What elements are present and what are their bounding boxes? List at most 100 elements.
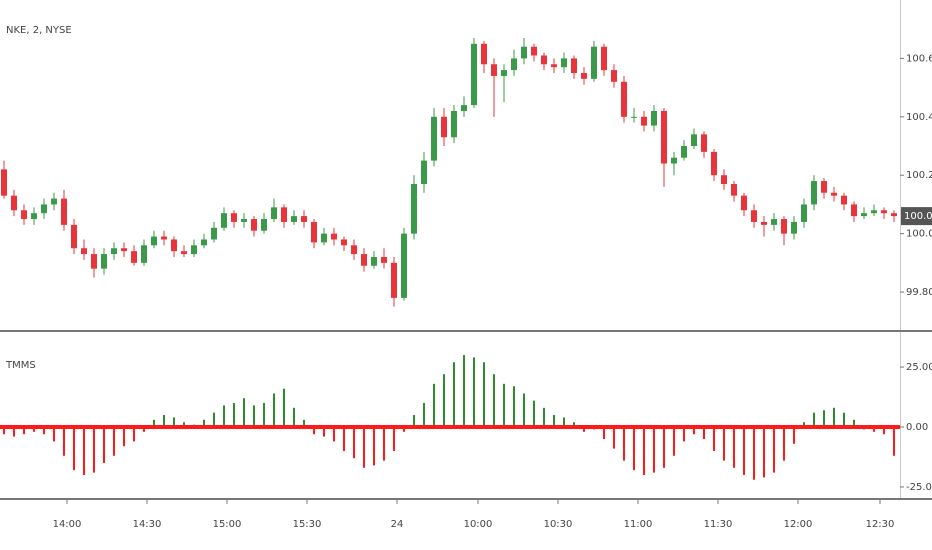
histogram-bar bbox=[573, 422, 575, 428]
candle-body bbox=[131, 251, 137, 263]
candle-body bbox=[761, 221, 767, 225]
candle-body bbox=[631, 116, 637, 118]
candle-body bbox=[841, 195, 847, 205]
x-tick-label: 14:00 bbox=[53, 519, 82, 530]
candle-body bbox=[611, 70, 617, 82]
histogram-bar bbox=[413, 415, 415, 428]
candle-body bbox=[1, 169, 7, 196]
candle-body bbox=[411, 183, 417, 234]
candle-body bbox=[781, 219, 787, 234]
histogram-bar bbox=[83, 427, 85, 475]
candle-body bbox=[601, 46, 607, 71]
candle-body bbox=[321, 233, 327, 243]
candle-body bbox=[441, 116, 447, 138]
candle-body bbox=[431, 116, 437, 161]
histogram-bar bbox=[153, 419, 155, 428]
histogram-bar bbox=[373, 427, 375, 466]
histogram-bar bbox=[183, 422, 185, 428]
histogram-bar bbox=[93, 427, 95, 473]
histogram-bar bbox=[223, 405, 225, 428]
histogram-bar bbox=[113, 427, 115, 456]
histogram-bar bbox=[123, 427, 125, 447]
x-tick-label: 10:00 bbox=[464, 519, 493, 530]
candle-body bbox=[111, 248, 117, 255]
histogram-bar bbox=[233, 403, 235, 428]
histogram-bar bbox=[553, 415, 555, 428]
histogram-bar bbox=[383, 427, 385, 461]
histogram-bar bbox=[783, 427, 785, 461]
y-tick-label: -25.00 bbox=[906, 482, 932, 493]
candle-body bbox=[351, 245, 357, 255]
histogram-bar bbox=[283, 388, 285, 428]
candle-body bbox=[281, 207, 287, 222]
histogram-bar bbox=[533, 400, 535, 428]
histogram-bar bbox=[643, 427, 645, 475]
histogram-bar bbox=[823, 410, 825, 428]
histogram-bar bbox=[423, 403, 425, 428]
histogram-bar bbox=[793, 427, 795, 444]
histogram-bar bbox=[23, 427, 25, 435]
candle-body bbox=[271, 207, 277, 220]
x-tick-label: 11:30 bbox=[704, 519, 733, 530]
x-tick-label: 12:00 bbox=[784, 519, 813, 530]
candle-body bbox=[621, 81, 627, 117]
histogram-bar bbox=[613, 427, 615, 449]
candle-body bbox=[861, 213, 867, 217]
histogram-bar bbox=[213, 412, 215, 428]
candle-body bbox=[41, 204, 47, 214]
candle-body bbox=[341, 239, 347, 246]
candle-body bbox=[231, 213, 237, 222]
candle-body bbox=[291, 216, 297, 222]
histogram-bar bbox=[3, 427, 5, 435]
candle-body bbox=[591, 46, 597, 79]
candle-body bbox=[711, 151, 717, 176]
histogram-bar bbox=[303, 419, 305, 428]
candle-body bbox=[691, 134, 697, 147]
histogram-bar bbox=[513, 386, 515, 428]
histogram-bar bbox=[803, 422, 805, 428]
candle-body bbox=[391, 262, 397, 298]
histogram-bar bbox=[313, 427, 315, 435]
candle-body bbox=[451, 110, 457, 138]
histogram-bar bbox=[763, 427, 765, 478]
x-tick-label: 10:30 bbox=[544, 519, 573, 530]
candle-body bbox=[811, 181, 817, 205]
histogram-bar bbox=[433, 383, 435, 428]
histogram-bar bbox=[53, 427, 55, 442]
histogram-bar bbox=[263, 403, 265, 428]
candle-body bbox=[571, 58, 577, 74]
candle-body bbox=[91, 254, 97, 269]
candle-body bbox=[21, 210, 27, 220]
candle-body bbox=[471, 43, 477, 106]
candle-body bbox=[651, 110, 657, 126]
candle-body bbox=[361, 254, 367, 266]
candle-body bbox=[541, 55, 547, 65]
candle-body bbox=[221, 213, 227, 228]
histogram-bar bbox=[253, 405, 255, 428]
x-tick-label: 11:00 bbox=[624, 519, 653, 530]
histogram-bar bbox=[43, 427, 45, 435]
histogram-bar bbox=[743, 427, 745, 475]
chart-title: NKE, 2, NYSE bbox=[6, 25, 72, 36]
histogram-bar bbox=[653, 427, 655, 473]
candle-body bbox=[301, 216, 307, 222]
candle-body bbox=[211, 227, 217, 240]
y-tick-label: 99.80 bbox=[906, 287, 932, 298]
candle-body bbox=[421, 160, 427, 184]
histogram-bar bbox=[773, 427, 775, 473]
histogram-bar bbox=[493, 374, 495, 428]
candle-body bbox=[401, 233, 407, 298]
x-tick-label: 24 bbox=[391, 519, 404, 530]
candle-body bbox=[481, 43, 487, 65]
last-price-label: 100.06 bbox=[904, 211, 932, 222]
candle-body bbox=[61, 198, 67, 225]
histogram-bar bbox=[723, 427, 725, 461]
histogram-bar bbox=[243, 398, 245, 428]
candle-body bbox=[891, 213, 897, 217]
histogram-bar bbox=[633, 427, 635, 471]
histogram-bar bbox=[353, 427, 355, 459]
histogram-bar bbox=[73, 427, 75, 471]
candle-body bbox=[461, 105, 467, 111]
histogram-bar bbox=[103, 427, 105, 463]
